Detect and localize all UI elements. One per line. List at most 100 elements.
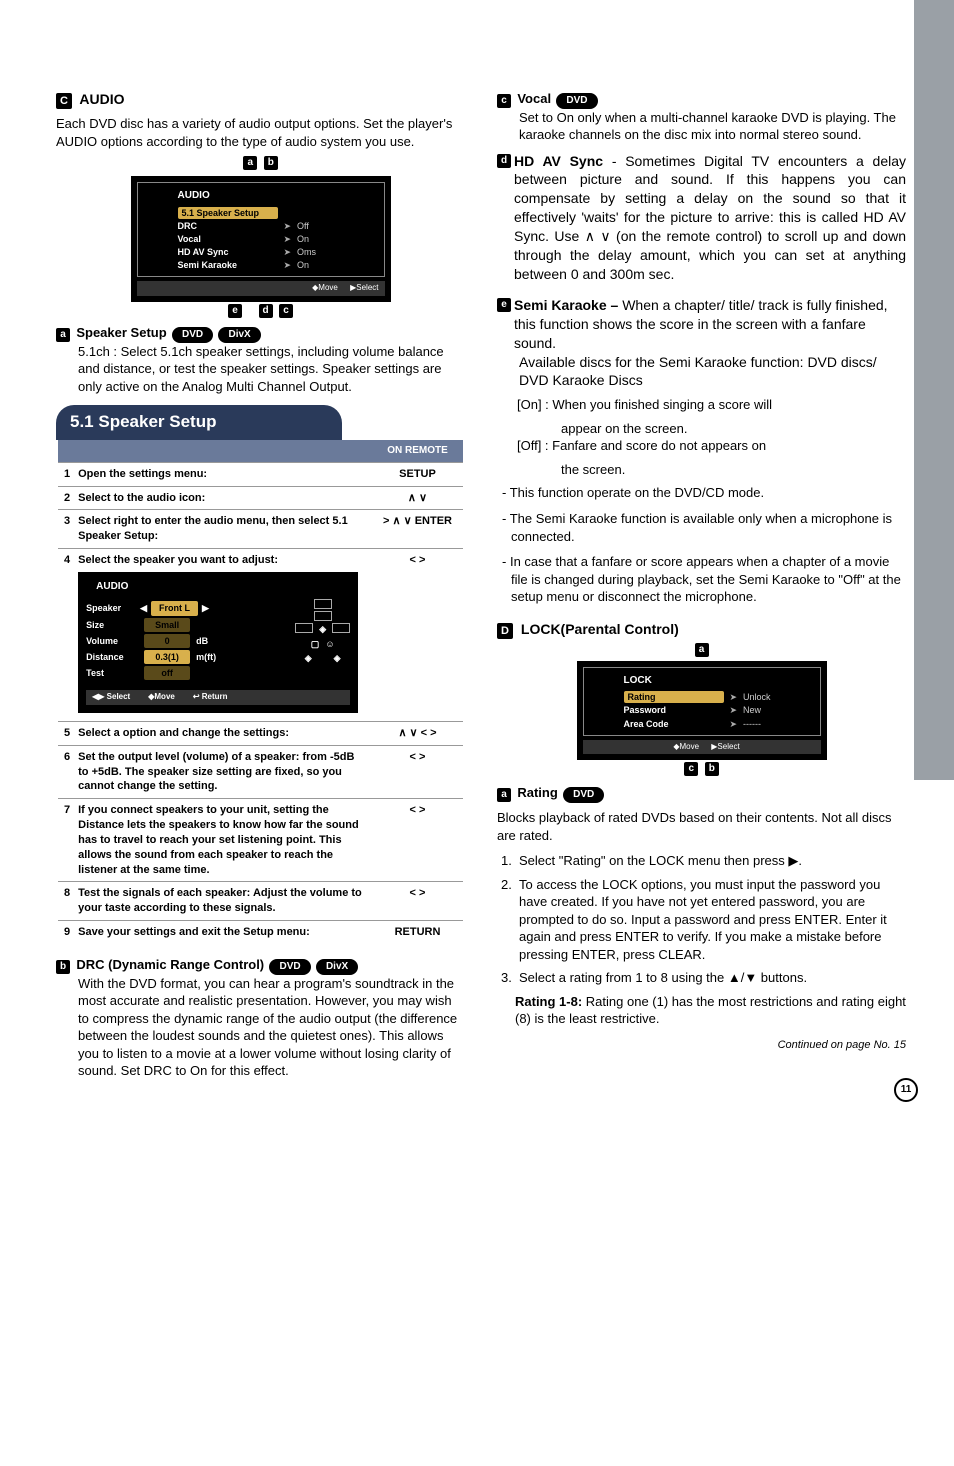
osd-val-drc: Off xyxy=(297,220,309,232)
step-9-rem: RETURN xyxy=(372,921,464,945)
section-letter-c: C xyxy=(56,93,72,109)
subsection-e: e Semi Karaoke – When a chapter/ title/ … xyxy=(497,296,906,353)
step-8-num: 8 xyxy=(57,882,72,921)
semi-notes: This function operate on the DVD/CD mode… xyxy=(511,484,906,605)
sub-title-rating: Rating xyxy=(517,785,557,800)
page-columns: C AUDIO Each DVD disc has a variety of a… xyxy=(56,90,906,1086)
osd-row-speaker: 5.1 Speaker Setup xyxy=(178,207,278,219)
rs-3-n: 3. xyxy=(501,969,519,987)
step-6-rem: < > xyxy=(372,745,464,799)
osd-val-hdav: Oms xyxy=(297,246,316,258)
semi-on-sub: appear on the screen. xyxy=(561,420,906,438)
step-5-num: 5 xyxy=(57,721,72,745)
step-3-act: Select right to enter the audio menu, th… xyxy=(72,510,372,549)
rating-bold-label: Rating 1-8: xyxy=(515,994,582,1009)
osd-foot: ◆Move ▶Select xyxy=(137,281,385,296)
osd2-speaker: Speaker xyxy=(86,602,140,614)
step-2-act: Select to the audio icon: xyxy=(72,486,372,510)
osd-foot-move: ◆Move xyxy=(312,283,338,292)
rating-bold: Rating 1-8: Rating one (1) has the most … xyxy=(515,993,906,1028)
subsection-rating: a Rating DVD xyxy=(497,784,906,803)
lock-password-val: New xyxy=(743,704,761,716)
spk-icon xyxy=(332,623,350,633)
step-5-act: Select a option and change the settings: xyxy=(72,721,372,745)
sub-title-hdav: HD AV Sync xyxy=(514,153,603,169)
osd-val-semi: On xyxy=(297,259,309,271)
osd2-speaker-val: Front L xyxy=(151,601,198,615)
osd2-vol: Volume xyxy=(86,635,140,647)
badge-divx: DivX xyxy=(316,959,358,975)
lock-osd: LOCK Rating➤Unlock Password➤New Area Cod… xyxy=(577,661,827,761)
semi-off-sub: the screen. xyxy=(561,461,906,479)
subsection-d: d HD AV Sync - Sometimes Digital TV enco… xyxy=(497,152,906,284)
marker-c: c xyxy=(684,762,698,776)
osd2-dist: Distance xyxy=(86,651,140,663)
badge-divx: DivX xyxy=(218,327,260,343)
osd2-test: Test xyxy=(86,667,140,679)
sub-title-semi: Semi Karaoke – xyxy=(514,297,618,313)
section-d-head: D LOCK(Parental Control) xyxy=(497,620,906,639)
lock-password: Password xyxy=(624,704,724,716)
marker-d: d xyxy=(259,304,273,318)
step-7-rem: < > xyxy=(372,799,464,882)
right-column: c Vocal DVD Set to On only when a multi-… xyxy=(497,90,906,1086)
sub-letter-a: a xyxy=(56,328,70,342)
page-number: 11 xyxy=(894,1078,918,1102)
side-tab xyxy=(914,0,954,780)
hdav-body: - Sometimes Digital TV encounters a dela… xyxy=(514,153,906,282)
osd2-foot: ◀▶ Select ◆Move ↩ Return xyxy=(86,690,350,705)
rs-1-n: 1. xyxy=(501,852,519,870)
section-letter-d: D xyxy=(497,623,513,639)
osd-row-vocal: Vocal xyxy=(178,233,278,245)
lock-rating-val: Unlock xyxy=(743,691,771,703)
osd2-title: AUDIO xyxy=(96,580,350,594)
drc-body: With the DVD format, you can hear a prog… xyxy=(78,975,465,1080)
badge-dvd: DVD xyxy=(172,327,213,343)
lock-area: Area Code xyxy=(624,718,724,730)
osd2-vol-unit: dB xyxy=(196,635,208,647)
banner-51: 5.1 Speaker Setup xyxy=(56,405,342,440)
osd-row-semi: Semi Karaoke xyxy=(178,259,278,271)
rs-2: To access the LOCK options, you must inp… xyxy=(519,876,906,964)
osd-title: AUDIO xyxy=(178,189,378,203)
step-6-act: Set the output level (volume) of a speak… xyxy=(78,751,354,793)
lock-osd-foot: ◆Move ▶Select xyxy=(583,740,821,755)
speaker-diagram: ◈ ▢☺ ◈ ◈ xyxy=(289,599,350,682)
step-4-rem: < > xyxy=(372,549,464,722)
osd2-size-val: Small xyxy=(144,618,190,632)
step-2-rem: ∧ ∨ xyxy=(372,486,464,510)
sub-title-speaker: Speaker Setup xyxy=(76,325,166,340)
osd-row-drc: DRC xyxy=(178,220,278,232)
osd1-bottom-markers: e d c xyxy=(56,304,465,318)
sub-letter-d: d xyxy=(497,154,511,168)
sub-letter-b: b xyxy=(56,960,70,974)
semi-avail: Available discs for the Semi Karaoke fun… xyxy=(519,353,906,391)
osd-row-hdav: HD AV Sync xyxy=(178,246,278,258)
semi-note-1: This function operate on the DVD/CD mode… xyxy=(511,484,906,502)
rs-1: Select "Rating" on the LOCK menu then pr… xyxy=(519,852,802,870)
subsection-b: b DRC (Dynamic Range Control) DVD DivX xyxy=(56,956,465,975)
speaker-osd: AUDIO Speaker◀Front L▶ SizeSmall Volume0… xyxy=(78,572,358,713)
step-4-num: 4 xyxy=(57,549,72,722)
badge-dvd: DVD xyxy=(563,787,604,803)
step-1-num: 1 xyxy=(57,462,72,486)
step-7-num: 7 xyxy=(57,799,72,882)
osd1-top-markers: a b xyxy=(56,156,465,170)
semi-on: [On] : When you finished singing a score… xyxy=(519,396,906,414)
speaker-setup-body: 5.1ch : Select 5.1ch speaker settings, i… xyxy=(78,343,465,396)
osd2-foot-sel: ◀▶ Select xyxy=(92,692,130,703)
marker-a: a xyxy=(243,156,257,170)
spk-icon xyxy=(314,599,332,609)
lock-foot-select: ▶Select xyxy=(711,742,739,751)
section-c-head: C AUDIO xyxy=(56,90,465,109)
rs-3: Select a rating from 1 to 8 using the ▲/… xyxy=(519,969,807,987)
osd-lock-bottom: c b xyxy=(497,762,906,776)
lock-foot-move: ◆Move xyxy=(673,742,699,751)
badge-dvd: DVD xyxy=(556,93,597,109)
semi-note-3: In case that a fanfare or score appears … xyxy=(511,553,906,606)
subsection-a: a Speaker Setup DVD DivX xyxy=(56,324,465,343)
subsection-c: c Vocal DVD xyxy=(497,90,906,109)
marker-b: b xyxy=(264,156,278,170)
step-3-num: 3 xyxy=(57,510,72,549)
lock-rating: Rating xyxy=(624,691,724,703)
